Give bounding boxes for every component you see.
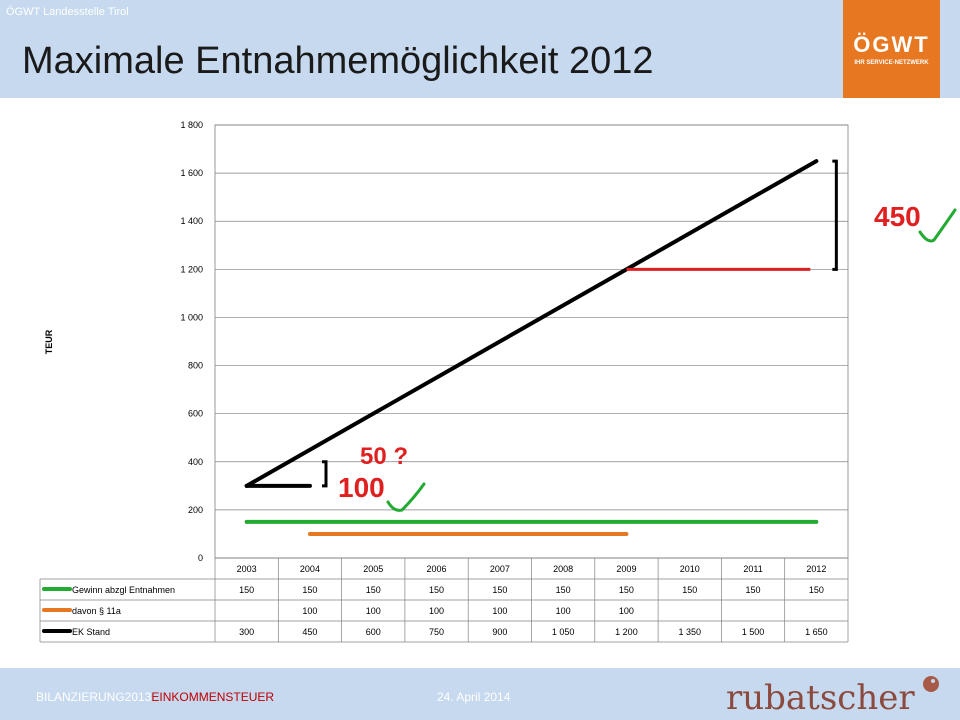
x-tick-label: 2011 xyxy=(743,564,762,574)
table-cell: 600 xyxy=(366,627,381,637)
table-cell: 100 xyxy=(366,606,381,616)
data-point xyxy=(371,532,375,536)
legend-label: Gewinn abzgl Entnahmen xyxy=(72,585,175,595)
table-cell: 150 xyxy=(746,585,761,595)
legend-label: davon § 11a xyxy=(72,606,121,616)
y-tick-label: 200 xyxy=(188,505,203,515)
brand-dot-icon xyxy=(923,676,939,692)
annotation-450: 450 xyxy=(874,201,921,232)
logo-main-text: ÖGWT xyxy=(853,32,930,57)
footer-date: 24. April 2014 xyxy=(437,690,511,704)
footer-topic: BILANZIERUNG2013EINKOMMENSTEUER xyxy=(36,690,274,704)
data-point xyxy=(435,532,439,536)
data-point xyxy=(814,520,818,524)
y-tick-label: 400 xyxy=(188,457,203,467)
table-cell: 150 xyxy=(429,585,444,595)
y-axis-label: TEUR xyxy=(44,329,54,354)
x-tick-label: 2008 xyxy=(553,564,573,574)
legend-label: EK Stand xyxy=(72,627,110,637)
y-tick-label: 1 800 xyxy=(180,120,203,130)
data-point xyxy=(498,520,502,524)
table-cell: 100 xyxy=(302,606,317,616)
table-cell: 150 xyxy=(809,585,824,595)
data-point xyxy=(751,520,755,524)
bracket-450 xyxy=(832,159,838,271)
x-tick-label: 2009 xyxy=(616,564,636,574)
data-point xyxy=(498,532,502,536)
data-point xyxy=(814,159,818,163)
table-cell: 150 xyxy=(556,585,571,595)
plot-frame xyxy=(214,124,849,559)
header-band: ÖGWT Landesstelle Tirol Maximale Entnahm… xyxy=(0,0,960,98)
table-cell: 150 xyxy=(492,585,507,595)
table-cell: 1 500 xyxy=(742,627,765,637)
y-tick-label: 1 000 xyxy=(180,312,203,322)
data-point xyxy=(624,532,628,536)
table-cell: 150 xyxy=(682,585,697,595)
logo-sub-text: IHR SERVICE-NETZWERK xyxy=(854,60,929,66)
table-cell: 150 xyxy=(302,585,317,595)
table-cell: 1 200 xyxy=(615,627,638,637)
x-tick-label: 2012 xyxy=(806,564,826,574)
data-point xyxy=(624,520,628,524)
data-point xyxy=(371,520,375,524)
table-cell: 100 xyxy=(492,606,507,616)
data-point xyxy=(308,520,312,524)
table-cell: 1 350 xyxy=(678,627,701,637)
table-cell: 100 xyxy=(619,606,634,616)
org-name: ÖGWT Landesstelle Tirol xyxy=(6,6,129,18)
footer-topic-highlight: EINKOMMENSTEUER xyxy=(151,690,275,704)
data-point xyxy=(688,520,692,524)
oegwt-logo: ÖGWT IHR SERVICE-NETZWERK xyxy=(843,0,940,98)
x-tick-label: 2005 xyxy=(363,564,383,574)
data-point xyxy=(561,532,565,536)
checkmark-icon xyxy=(386,482,426,512)
table-cell: 1 050 xyxy=(552,627,575,637)
data-point xyxy=(561,303,565,307)
table-cell: 100 xyxy=(556,606,571,616)
table-cell: 450 xyxy=(302,627,317,637)
table-cell: 750 xyxy=(429,627,444,637)
x-tick-label: 2004 xyxy=(300,564,320,574)
y-tick-label: 1 600 xyxy=(180,168,203,178)
y-tick-label: 800 xyxy=(188,361,203,371)
table-cell: 300 xyxy=(239,627,254,637)
y-tick-label: 1 400 xyxy=(180,216,203,226)
y-tick-label: 0 xyxy=(198,553,203,563)
table-cell: 150 xyxy=(366,585,381,595)
bracket-50 xyxy=(322,460,328,488)
table-cell: 150 xyxy=(619,585,634,595)
checkmark-icon xyxy=(918,208,957,243)
data-point xyxy=(751,195,755,199)
x-tick-label: 2007 xyxy=(490,564,510,574)
data-point xyxy=(435,520,439,524)
annotation-50: 50 ? xyxy=(360,443,408,470)
table-cell: 100 xyxy=(429,606,444,616)
x-tick-label: 2010 xyxy=(680,564,700,574)
x-tick-label: 2003 xyxy=(237,564,257,574)
y-tick-label: 600 xyxy=(188,409,203,419)
table-cell: 1 650 xyxy=(805,627,828,637)
footer-band: BILANZIERUNG2013EINKOMMENSTEUER 24. Apri… xyxy=(0,668,960,720)
series-line xyxy=(244,159,819,488)
data-point xyxy=(371,412,375,416)
page-title: Maximale Entnahmemöglichkeit 2012 xyxy=(22,40,654,82)
data-point xyxy=(308,448,312,452)
data-point xyxy=(435,376,439,380)
data-point xyxy=(308,532,312,536)
annotation-100: 100 xyxy=(338,472,385,503)
data-point xyxy=(688,231,692,235)
data-point xyxy=(245,520,249,524)
brand-logo-text: rubatscher xyxy=(726,678,915,718)
data-point xyxy=(561,520,565,524)
x-tick-label: 2006 xyxy=(427,564,447,574)
table-cell: 150 xyxy=(239,585,254,595)
y-tick-label: 1 200 xyxy=(180,264,203,274)
footer-topic-prefix: BILANZIERUNG2013 xyxy=(36,690,152,704)
table-cell: 900 xyxy=(492,627,507,637)
data-point xyxy=(498,340,502,343)
